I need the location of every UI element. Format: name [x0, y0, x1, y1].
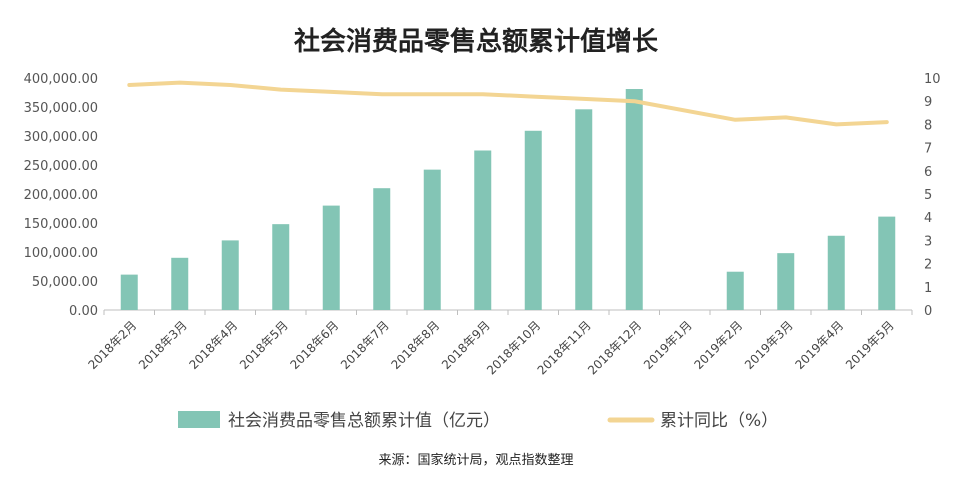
y-right-tick-label: 4 [924, 211, 932, 226]
y-left-tick-label: 300,000.00 [24, 130, 98, 145]
bar [524, 130, 542, 310]
bar [827, 235, 845, 310]
bar [171, 257, 189, 310]
y-left-tick-label: 150,000.00 [24, 217, 98, 232]
x-tick-label: 2019年4月 [792, 318, 846, 372]
bar [120, 274, 138, 310]
bar [777, 253, 795, 310]
bar [373, 188, 391, 310]
line-series [127, 80, 889, 127]
x-tick-label: 2018年9月 [439, 318, 493, 372]
legend-swatch-bar [178, 411, 220, 428]
y-left-tick-label: 50,000.00 [32, 275, 98, 290]
source-note: 来源：国家统计局，观点指数整理 [378, 452, 573, 468]
bar [272, 224, 290, 310]
legend: 社会消费品零售总额累计值（亿元） 累计同比（%） [178, 411, 778, 431]
x-tick-label: 2018年6月 [287, 318, 341, 372]
y-left-tick-label: 350,000.00 [24, 101, 98, 116]
y-left-tick-label: 0.00 [69, 304, 98, 319]
bar [423, 169, 441, 310]
bar [878, 216, 896, 310]
y-right-tick-label: 0 [924, 304, 932, 319]
bar [322, 205, 340, 310]
y-right-tick-label: 9 [924, 95, 932, 110]
x-tick-label: 2018年7月 [338, 318, 392, 372]
y-right-tick-label: 8 [924, 118, 932, 133]
y-right-tick-label: 3 [924, 234, 932, 249]
legend-label-bar: 社会消费品零售总额累计值（亿元） [228, 411, 500, 431]
y-left-tick-label: 200,000.00 [24, 188, 98, 203]
chart-title: 社会消费品零售总额累计值增长 [294, 26, 659, 57]
x-tick-label: 2019年3月 [742, 318, 796, 372]
y-right-tick-label: 6 [924, 165, 932, 180]
legend-label-line: 累计同比（%） [660, 411, 778, 431]
x-tick-label: 2019年5月 [843, 318, 897, 372]
y-left-tick-label: 400,000.00 [24, 72, 98, 87]
bar [575, 109, 593, 310]
x-tick-label: 2018年12月 [585, 318, 644, 377]
bar [726, 271, 744, 310]
y-right-tick-label: 2 [924, 258, 932, 273]
x-tick-label: 2018年4月 [186, 318, 240, 372]
line-layer [127, 80, 889, 127]
bar [625, 89, 643, 311]
y-right-tick-label: 10 [924, 72, 941, 87]
x-tick-label: 2019年1月 [641, 318, 695, 372]
y-right-tick-label: 5 [924, 188, 932, 203]
x-tick-label: 2019年2月 [691, 318, 745, 372]
x-tick-label: 2018年2月 [85, 318, 139, 372]
bars-layer [120, 89, 896, 311]
x-tick-label: 2018年5月 [237, 318, 291, 372]
y-left-tick-label: 100,000.00 [24, 246, 98, 261]
x-tick-label: 2018年8月 [388, 318, 442, 372]
bar [474, 150, 492, 310]
bar [221, 240, 239, 310]
y-right-tick-label: 7 [924, 142, 932, 157]
x-tick-label: 2018年3月 [136, 318, 190, 372]
y-left-tick-label: 250,000.00 [24, 159, 98, 174]
y-right-tick-label: 1 [924, 281, 932, 296]
